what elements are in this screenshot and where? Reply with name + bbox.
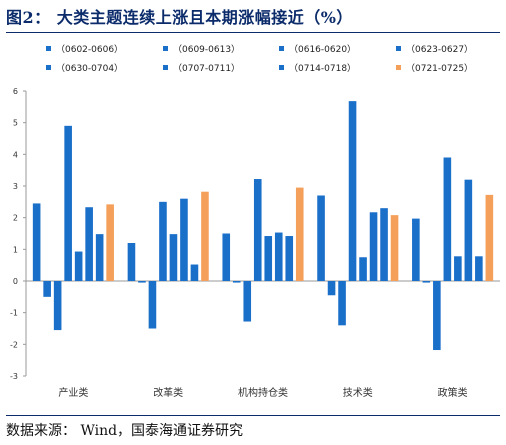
x-category-label: 机构持仓类: [238, 386, 288, 399]
bar: [159, 201, 167, 281]
legend-swatch: [163, 46, 168, 51]
x-category-label: 改革类: [153, 386, 183, 399]
bar: [253, 179, 262, 281]
legend-label: （0623-0627）: [406, 44, 473, 55]
bar: [32, 203, 41, 281]
bar: [264, 236, 273, 281]
legend-label: （0609-0613）: [173, 44, 240, 55]
bar: [443, 157, 452, 281]
figure-title: 图2： 大类主题连续上涨且本期涨幅接近（%）: [6, 8, 353, 27]
bar: [95, 234, 104, 281]
bar: [475, 256, 483, 281]
y-axis: -3 -2 -1 0 1 2 3 4 5 6: [10, 87, 500, 381]
bar: [485, 194, 494, 281]
bar-chart: （0602-0606） （0609-0613） （0616-0620） （0623-0…: [10, 44, 500, 399]
bar: [454, 256, 462, 281]
legend-swatch: [396, 46, 401, 51]
legend-swatch: [163, 65, 168, 70]
legend-swatch: [279, 65, 284, 70]
bar: [327, 281, 336, 296]
x-category-label: 技术类: [343, 386, 373, 399]
bar: [243, 281, 252, 322]
source-note: 数据来源： Wind，国泰海通证券研究: [6, 423, 244, 439]
x-category-label: 产业类: [58, 386, 88, 399]
bar: [295, 187, 304, 281]
bar: [85, 207, 93, 281]
bar: [222, 233, 231, 281]
y-tick-label: 1: [13, 245, 18, 254]
bar: [380, 208, 388, 281]
y-tick-label: 0: [13, 277, 18, 286]
bar: [464, 179, 473, 281]
legend-swatch: [279, 46, 284, 51]
bar: [43, 281, 51, 297]
y-tick-label: 6: [13, 87, 18, 96]
legend-label: （0721-0725）: [406, 63, 473, 74]
bar: [232, 281, 241, 283]
bar: [169, 234, 178, 281]
legend-swatch: [46, 46, 51, 51]
bar: [274, 232, 283, 281]
y-tick-label: 5: [13, 119, 18, 128]
bar: [369, 212, 378, 281]
bar: [201, 191, 209, 281]
source-divider: [6, 415, 500, 416]
bar: [138, 281, 146, 283]
legend-label: （0630-0704）: [56, 63, 123, 74]
bar: [285, 236, 294, 281]
legend-swatch: [396, 65, 401, 70]
bar: [64, 125, 72, 281]
y-tick-label: -3: [10, 372, 18, 381]
bar: [422, 281, 431, 283]
x-category-label: 政策类: [438, 386, 468, 399]
bar: [433, 281, 441, 351]
bar: [359, 257, 367, 281]
y-tick-label: 4: [13, 150, 18, 159]
y-tick-label: -2: [10, 340, 18, 349]
legend-label: （0707-0711）: [173, 63, 240, 74]
bar: [412, 218, 420, 281]
y-tick-label: 3: [13, 182, 18, 191]
bar: [106, 204, 114, 281]
bar: [338, 281, 346, 326]
y-tick-label: -1: [10, 309, 18, 318]
bar: [74, 251, 83, 281]
title-divider: [6, 32, 500, 33]
bar: [148, 281, 157, 329]
bar: [190, 264, 199, 281]
bar: [390, 215, 399, 281]
bar: [127, 243, 136, 281]
legend-swatch: [46, 65, 51, 70]
legend-label: （0602-0606）: [56, 44, 123, 55]
bar-series: [32, 101, 494, 351]
x-axis-labels: 产业类 改革类 机构持仓类 技术类 政策类: [58, 386, 467, 399]
legend-label: （0714-0718）: [289, 63, 356, 74]
bar: [317, 195, 325, 281]
y-tick-label: 2: [13, 214, 18, 223]
bar: [348, 101, 357, 281]
bar: [53, 281, 62, 331]
legend-label: （0616-0620）: [289, 44, 356, 55]
bar: [180, 198, 188, 281]
chart-legend: （0602-0606） （0609-0613） （0616-0620） （0623-0…: [46, 44, 473, 74]
